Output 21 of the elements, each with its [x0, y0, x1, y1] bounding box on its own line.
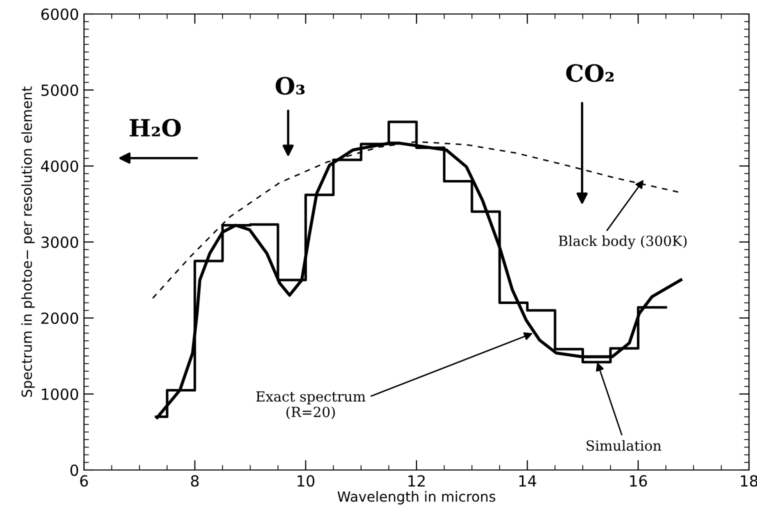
annotation: H₂O	[130, 118, 181, 137]
x-tick-label: 12	[408, 475, 425, 486]
y-tick-label: 5000	[41, 84, 78, 96]
y-tick-label: 6000	[41, 8, 78, 20]
annotation: Exact spectrum (R=20)	[256, 391, 366, 420]
y-axis-title: Spectrum in photoe− per resolution element	[21, 86, 35, 397]
y-tick-label: 0	[70, 464, 78, 476]
y-tick-label: 2000	[41, 312, 78, 324]
y-tick-label: 1000	[42, 388, 78, 400]
y-tick-label: 3000	[41, 236, 78, 248]
annotation: Black body (300K)	[558, 235, 687, 249]
x-tick-label: 6	[80, 475, 88, 487]
x-tick-label: 14	[519, 475, 536, 486]
x-tick-label: 8	[191, 475, 199, 487]
x-axis-title: Wavelength in microns	[338, 491, 496, 504]
annotation: O₃	[276, 76, 305, 95]
x-tick-label: 10	[298, 475, 314, 487]
annotation: Simulation	[586, 440, 662, 451]
annotation: CO₂	[566, 64, 614, 82]
y-tick-label: 4000	[41, 160, 78, 172]
x-tick-label: 16	[630, 475, 647, 487]
